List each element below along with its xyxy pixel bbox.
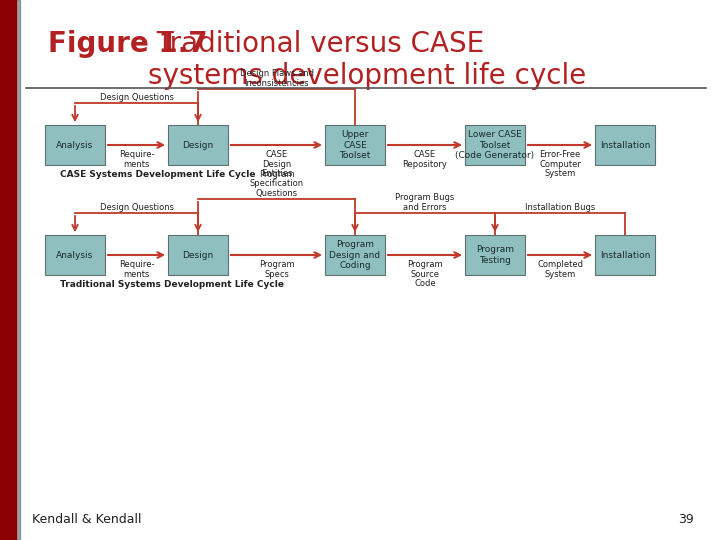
Text: Require-
ments: Require- ments — [119, 150, 154, 168]
Text: Program Bugs
and Errors: Program Bugs and Errors — [395, 193, 454, 212]
Text: Program
Specification
Questions: Program Specification Questions — [249, 170, 304, 198]
Text: CASE
Repository: CASE Repository — [402, 150, 447, 168]
FancyBboxPatch shape — [45, 235, 105, 275]
FancyBboxPatch shape — [45, 125, 105, 165]
FancyBboxPatch shape — [595, 235, 655, 275]
Text: CASE
Design
Entities: CASE Design Entities — [261, 150, 292, 178]
Bar — [0, 0, 16, 540]
FancyBboxPatch shape — [325, 235, 385, 275]
FancyBboxPatch shape — [465, 125, 525, 165]
Text: Completed
System: Completed System — [537, 260, 583, 279]
Text: 39: 39 — [678, 513, 694, 526]
Text: Installation: Installation — [600, 140, 650, 150]
Text: Lower CASE
Toolset
(Code Generator): Lower CASE Toolset (Code Generator) — [456, 130, 534, 160]
Text: Program
Testing: Program Testing — [476, 245, 514, 265]
FancyBboxPatch shape — [168, 235, 228, 275]
FancyBboxPatch shape — [465, 235, 525, 275]
FancyBboxPatch shape — [325, 125, 385, 165]
Text: Require-
ments: Require- ments — [119, 260, 154, 279]
Text: Program
Design and
Coding: Program Design and Coding — [330, 240, 381, 270]
Text: Error-Free
Computer
System: Error-Free Computer System — [539, 150, 581, 178]
FancyBboxPatch shape — [168, 125, 228, 165]
FancyBboxPatch shape — [595, 125, 655, 165]
Text: Installation Bugs: Installation Bugs — [525, 203, 595, 212]
Text: Program
Source
Code: Program Source Code — [408, 260, 443, 288]
Text: Design Questions: Design Questions — [99, 203, 174, 212]
Text: Analysis: Analysis — [56, 251, 94, 260]
Text: Design: Design — [182, 140, 214, 150]
Text: CASE Systems Development Life Cycle: CASE Systems Development Life Cycle — [60, 170, 256, 179]
Text: Traditional Systems Development Life Cycle: Traditional Systems Development Life Cyc… — [60, 280, 284, 289]
Bar — [14, 0, 20, 540]
Text: Figure 1.7: Figure 1.7 — [48, 30, 207, 58]
Text: Design: Design — [182, 251, 214, 260]
Text: Design Questions: Design Questions — [99, 93, 174, 102]
Text: Analysis: Analysis — [56, 140, 94, 150]
Text: Upper
CASE
Toolset: Upper CASE Toolset — [339, 130, 371, 160]
Text: Program
Specs: Program Specs — [258, 260, 294, 279]
Text: Kendall & Kendall: Kendall & Kendall — [32, 513, 142, 526]
Text: Installation: Installation — [600, 251, 650, 260]
Text: Design Flaws and
Inconsistencies: Design Flaws and Inconsistencies — [240, 69, 313, 88]
Text: Traditional versus CASE
systems development life cycle: Traditional versus CASE systems developm… — [148, 30, 586, 90]
